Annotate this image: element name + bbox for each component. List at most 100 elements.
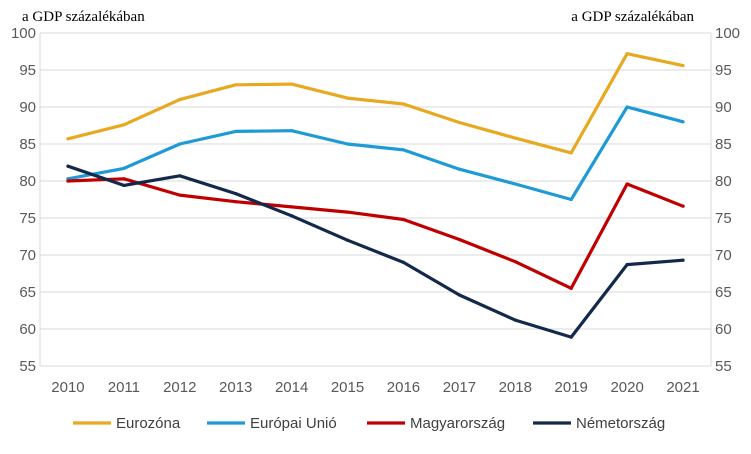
x-tick-label: 2010	[51, 379, 84, 396]
data-point	[122, 166, 126, 171]
data-point	[513, 182, 517, 186]
legend-label: Németország	[576, 415, 665, 432]
data-point	[625, 52, 629, 56]
x-tick-label: 2014	[275, 379, 308, 396]
data-point	[625, 182, 629, 186]
y-tick-label-left: 65	[19, 284, 36, 301]
y-tick-label-left: 75	[19, 210, 36, 227]
y-tick-label-right: 100	[715, 25, 740, 42]
data-point	[290, 129, 294, 133]
data-point	[513, 136, 517, 140]
y-tick-label-left: 60	[19, 321, 36, 338]
data-point	[345, 210, 350, 214]
data-point	[401, 102, 406, 106]
y-tick-label-right: 75	[715, 210, 732, 227]
data-point	[345, 142, 350, 146]
data-point	[681, 120, 685, 124]
y-tick-label-right: 70	[715, 247, 732, 264]
y-tick-label-left: 85	[19, 136, 36, 153]
x-tick-label: 2019	[555, 379, 588, 396]
series-1	[66, 52, 685, 155]
legend-item: Eurozóna	[73, 415, 181, 432]
data-point	[178, 142, 182, 146]
legend-label: Magyarország	[410, 415, 505, 432]
series-lines	[66, 52, 685, 339]
x-tick-label: 2016	[387, 379, 420, 396]
data-point	[625, 263, 629, 267]
legend-item: Európai Unió	[207, 415, 337, 432]
data-point	[569, 151, 573, 155]
x-tick-label: 2018	[499, 379, 532, 396]
data-point	[234, 83, 238, 87]
series-line	[66, 164, 685, 339]
x-tick-label: 2011	[108, 379, 140, 396]
data-point	[122, 123, 126, 127]
data-point	[178, 98, 182, 102]
data-point	[290, 82, 294, 86]
data-point	[569, 335, 573, 339]
series-line	[66, 105, 685, 202]
series-3	[66, 177, 685, 290]
y-tick-label-right: 55	[715, 358, 732, 375]
data-point	[290, 205, 294, 209]
y-tick-label-right: 90	[715, 99, 732, 116]
data-point	[122, 183, 126, 188]
data-point	[681, 204, 685, 208]
x-tick-label: 2013	[219, 379, 252, 396]
series-2	[66, 105, 685, 202]
data-point	[290, 214, 294, 218]
y-tick-label-left: 80	[19, 173, 36, 190]
series-4	[66, 164, 685, 339]
y-tick-label-right: 95	[715, 62, 732, 79]
legend-item: Németország	[533, 415, 665, 432]
data-point	[66, 179, 70, 183]
data-point	[345, 96, 350, 100]
data-point	[625, 105, 629, 109]
series-line	[66, 52, 685, 155]
x-tick-label: 2015	[331, 379, 364, 396]
data-point	[178, 193, 182, 197]
left-axis-unit-label: a GDP százalékában	[22, 9, 145, 25]
x-tick-label: 2020	[610, 379, 643, 396]
x-tick-label: 2012	[163, 379, 196, 396]
right-axis-unit-label: a GDP százalékában	[571, 9, 694, 25]
data-point	[234, 200, 238, 204]
data-point	[513, 318, 517, 322]
data-point	[401, 217, 406, 222]
legend-label: Eurozóna	[116, 415, 181, 432]
y-tick-label-right: 65	[715, 284, 732, 301]
y-tick-label-left: 90	[19, 99, 36, 116]
data-point	[681, 63, 685, 68]
data-point	[569, 197, 573, 202]
data-point	[345, 238, 350, 242]
data-point	[457, 120, 461, 125]
y-tick-label-right: 80	[715, 173, 732, 190]
data-point	[681, 258, 685, 262]
y-tick-label-right: 60	[715, 321, 732, 338]
y-tick-label-left: 100	[11, 25, 36, 42]
data-point	[234, 191, 238, 196]
data-point	[401, 260, 406, 264]
y-tick-label-left: 95	[19, 62, 36, 79]
data-point	[122, 177, 126, 181]
data-point	[66, 137, 70, 141]
y-tick-label-right: 85	[715, 136, 732, 153]
data-point	[66, 164, 70, 168]
x-tick-label: 2021	[666, 379, 699, 396]
data-point	[234, 129, 238, 134]
legend-item: Magyarország	[367, 415, 505, 432]
legend-label: Európai Unió	[250, 415, 337, 432]
data-point	[569, 286, 573, 290]
y-tick-label-left: 55	[19, 358, 36, 375]
data-point	[457, 167, 461, 171]
x-tick-label: 2017	[443, 379, 476, 396]
left-y-axis: 55 60 65 70 75 80 85 90 95 100	[11, 25, 36, 375]
data-point	[513, 260, 517, 264]
data-point	[457, 293, 461, 297]
data-point	[457, 237, 461, 242]
x-axis: 2010 2011 2012 2013 2014 2015 2016 2017 2018 2019…	[51, 379, 699, 396]
data-point	[401, 148, 406, 152]
right-y-axis: 55 60 65 70 75 80 85 90 95 100	[715, 25, 740, 375]
series-line	[66, 177, 685, 290]
